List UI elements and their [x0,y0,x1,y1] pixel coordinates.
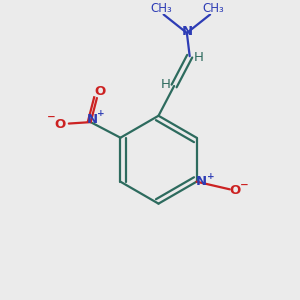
Text: CH₃: CH₃ [202,2,224,15]
Text: O: O [55,118,66,130]
Text: H: H [193,51,203,64]
Text: O: O [229,184,241,197]
Text: −: − [239,180,248,190]
Text: +: + [97,109,104,118]
Text: CH₃: CH₃ [151,2,172,15]
Text: +: + [207,172,214,181]
Text: N: N [86,113,98,126]
Text: H: H [161,78,170,91]
Text: N: N [181,25,192,38]
Text: O: O [94,85,105,98]
Text: −: − [46,112,55,122]
Text: N: N [196,175,207,188]
